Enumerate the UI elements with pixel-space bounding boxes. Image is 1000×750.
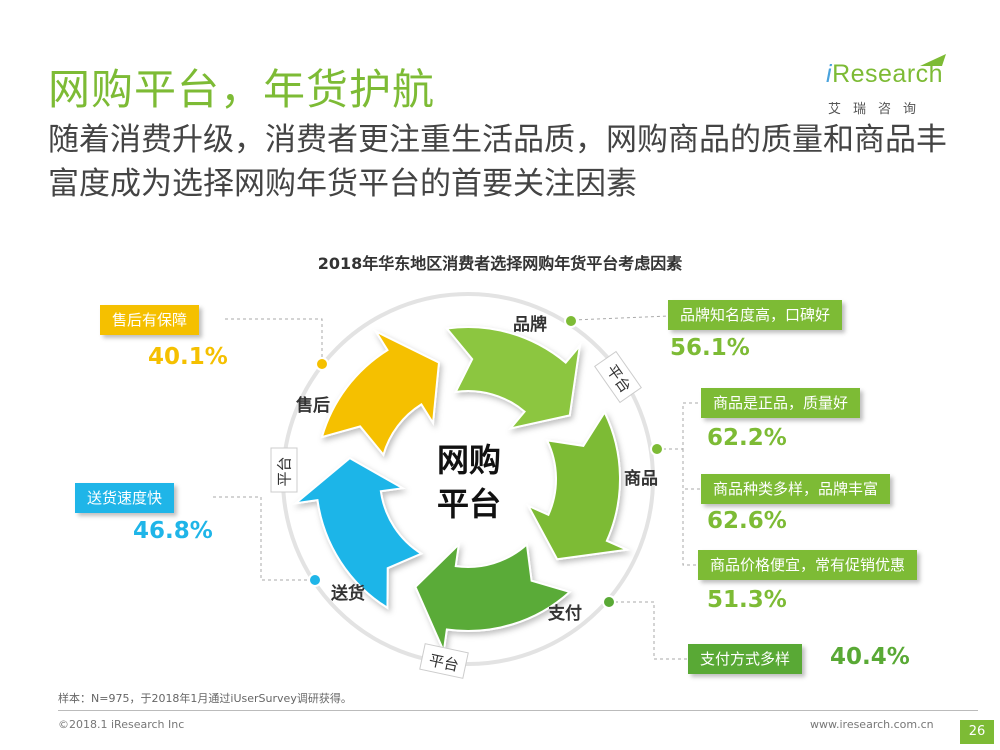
factor-variety-value: 62.6%: [707, 508, 787, 534]
arrow-aftersale: [320, 328, 441, 457]
page-title: 网购平台，年货护航: [48, 65, 436, 114]
factor-variety-box: 商品种类多样，品牌丰富: [701, 474, 891, 504]
goods-dot: [650, 442, 664, 456]
platform-label-2: 平台: [275, 456, 294, 487]
factor-genuine-box: 商品是正品，质量好: [701, 388, 861, 418]
page-subtitle: 随着消费升级，消费者更注重生活品质，网购商品的质量和商品丰富度成为选择网购年货平…: [48, 122, 947, 202]
footnote: 样本：N=975，于2018年1月通过iUserSurvey调研获得。: [58, 692, 352, 705]
footer-divider: [58, 710, 978, 711]
segment-label-pay: 支付: [548, 604, 582, 624]
platform-tag-2: [270, 447, 298, 493]
factor-aftersale-value: 40.1%: [148, 344, 228, 370]
logo-accent-icon: [920, 54, 946, 66]
segment-label-aftersale: 售后: [296, 396, 330, 416]
factor-price-value: 51.3%: [707, 587, 787, 613]
factor-payment-box: 支付方式多样: [688, 644, 803, 674]
arrow-delivery: [292, 456, 424, 610]
center-label: 网购 平台: [424, 438, 514, 526]
arrow-pay: [414, 541, 572, 655]
leader-lines: [213, 315, 700, 660]
arrow-goods: [526, 410, 631, 561]
brand-dot: [564, 314, 578, 328]
platform-tag-3: [419, 643, 469, 679]
pay-dot: [602, 595, 616, 609]
arrow-brand: [444, 326, 582, 431]
factor-aftersale-box: 售后有保障: [100, 305, 200, 335]
factor-brand-box: 品牌知名度高，口碑好: [668, 300, 843, 330]
cycle-arrows: [292, 326, 631, 655]
page-number: 26: [960, 720, 994, 744]
segment-label-goods: 商品: [624, 469, 658, 489]
factor-genuine-value: 62.2%: [707, 425, 787, 451]
aftersale-dot: [315, 357, 329, 371]
platform-tag-1: [594, 350, 642, 404]
diagram-title: 2018年华东地区消费者选择网购年货平台考虑因素: [317, 254, 683, 273]
segment-label-delivery: 送货: [331, 584, 365, 604]
logo-prefix: i: [826, 60, 833, 88]
center-line2: 平台: [436, 485, 501, 523]
factor-delivery-box: 送货速度快: [75, 483, 175, 513]
copyright: ©2018.1 iResearch Inc: [58, 718, 185, 731]
website: www.iresearch.com.cn: [810, 718, 934, 731]
factor-brand-value: 56.1%: [670, 335, 750, 361]
center-line1: 网购: [436, 441, 501, 479]
factor-payment-value: 40.4%: [830, 644, 910, 670]
factor-delivery-value: 46.8%: [133, 518, 213, 544]
delivery-dot: [308, 573, 322, 587]
segment-label-brand: 品牌: [513, 315, 547, 335]
logo-chinese: 艾瑞咨询: [828, 102, 929, 117]
factor-price-box: 商品价格便宜，常有促销优惠: [698, 550, 918, 580]
